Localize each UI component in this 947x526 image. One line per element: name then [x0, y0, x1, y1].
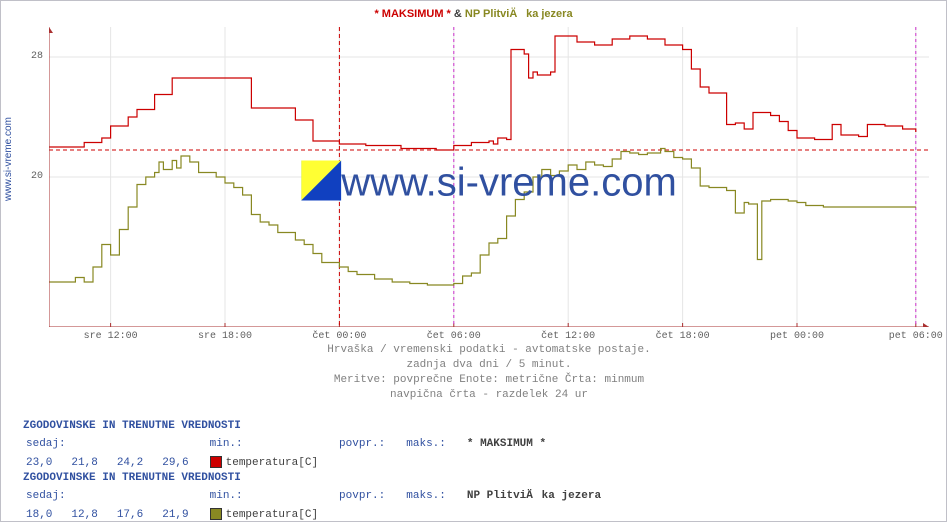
stats-val-maks: 29,6 [161, 455, 206, 472]
x-tick-label: pet 06:00 [886, 331, 946, 342]
title-series-2: NP PlitviÄka jezera [465, 8, 573, 20]
y-axis-label: www.si-vreme.com [3, 117, 14, 201]
x-tick-label: čet 00:00 [309, 331, 369, 342]
x-tick-label: sre 18:00 [195, 331, 255, 342]
stats-unit: temperatura[C] [226, 509, 318, 521]
stats-val-sedaj: 18,0 [25, 507, 70, 524]
subtitle-line: zadnja dva dni / 5 minut. [49, 358, 929, 373]
stats-header: ZGODOVINSKE IN TRENUTNE VREDNOSTI [23, 419, 566, 434]
plot-area: www.si-vreme.com 20 28 sre 12:00sre 18:0… [49, 27, 929, 327]
chart-svg [49, 27, 929, 327]
stats-val-povpr: 24,2 [116, 455, 161, 472]
y-tick-label: 28 [19, 51, 43, 62]
stats-val-sedaj: 23,0 [25, 455, 70, 472]
stats-block-2: ZGODOVINSKE IN TRENUTNE VREDNOSTI sedaj:… [23, 471, 621, 526]
x-tick-label: čet 12:00 [538, 331, 598, 342]
stats-series-name: NP PlitviÄka jezera [466, 488, 619, 505]
stats-label-min: min.: [209, 436, 336, 453]
stats-label-povpr: povpr.: [338, 488, 403, 505]
chart-title: * MAKSIMUM * & NP PlitviÄka jezera [1, 1, 946, 21]
stats-series-name: * MAKSIMUM * [466, 436, 564, 453]
x-tick-label: pet 00:00 [767, 331, 827, 342]
x-tick-label: čet 18:00 [653, 331, 713, 342]
stats-unit: temperatura[C] [226, 457, 318, 469]
chart-subtitle: Hrvaška / vremenski podatki - avtomatske… [49, 343, 929, 402]
stats-label-maks: maks.: [405, 436, 464, 453]
stats-block-1: ZGODOVINSKE IN TRENUTNE VREDNOSTI sedaj:… [23, 419, 566, 474]
stats-label-povpr: povpr.: [338, 436, 403, 453]
title-series-1: * MAKSIMUM * [374, 8, 450, 20]
stats-label-sedaj: sedaj: [25, 488, 207, 505]
stats-val-povpr: 17,6 [116, 507, 161, 524]
stats-label-maks: maks.: [405, 488, 464, 505]
x-tick-label: čet 06:00 [424, 331, 484, 342]
subtitle-line: navpična črta - razdelek 24 ur [49, 388, 929, 403]
stats-val-min: 21,8 [70, 455, 115, 472]
x-tick-label: sre 12:00 [81, 331, 141, 342]
stats-label-sedaj: sedaj: [25, 436, 207, 453]
chart-container: * MAKSIMUM * & NP PlitviÄka jezera www.… [0, 0, 947, 522]
stats-header: ZGODOVINSKE IN TRENUTNE VREDNOSTI [23, 471, 621, 486]
stats-val-min: 12,8 [70, 507, 115, 524]
legend-swatch-1 [210, 456, 222, 468]
subtitle-line: Meritve: povprečne Enote: metrične Črta:… [49, 373, 929, 388]
legend-swatch-2 [210, 508, 222, 520]
subtitle-line: Hrvaška / vremenski podatki - avtomatske… [49, 343, 929, 358]
title-ampersand: & [454, 8, 462, 20]
stats-val-maks: 21,9 [161, 507, 206, 524]
y-tick-label: 20 [19, 171, 43, 182]
stats-label-min: min.: [209, 488, 336, 505]
